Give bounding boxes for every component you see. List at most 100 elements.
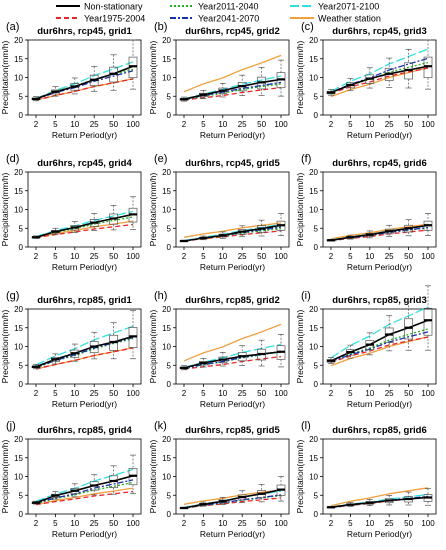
x-tick-label: 100 bbox=[421, 252, 435, 261]
x-tick-label: 25 bbox=[238, 389, 247, 398]
x-axis-label: Return Period(yr) bbox=[52, 262, 117, 272]
series-line-weather-station bbox=[35, 220, 134, 239]
y-axis-label: Precipitation(mm/h) bbox=[295, 172, 305, 246]
series-line-weather-station bbox=[330, 223, 429, 240]
y-tick-label: 5 bbox=[19, 491, 24, 500]
x-tick-label: 50 bbox=[257, 120, 266, 129]
x-tick-label: 2 bbox=[182, 120, 187, 129]
y-tick-label: 5 bbox=[314, 224, 319, 233]
x-tick-label: 10 bbox=[70, 120, 79, 129]
x-tick-label: 10 bbox=[218, 389, 227, 398]
panel-letter: (g) bbox=[6, 290, 19, 302]
y-tick-label: 15 bbox=[309, 324, 318, 333]
x-tick-label: 100 bbox=[274, 252, 288, 261]
x-tick-label: 100 bbox=[126, 120, 140, 129]
x-tick-label: 25 bbox=[90, 120, 99, 129]
series-line-year2011-2040 bbox=[35, 337, 134, 369]
y-tick-label: 0 bbox=[167, 243, 172, 252]
x-axis-label: Return Period(yr) bbox=[347, 130, 412, 140]
panel-title: dur6hrs, rcp45, grid3 bbox=[332, 26, 427, 37]
panel-letter: (i) bbox=[301, 290, 311, 302]
x-tick-label: 10 bbox=[365, 389, 374, 398]
box-body bbox=[423, 56, 433, 79]
legend-entry: Non-stationary bbox=[56, 2, 143, 12]
x-axis-label: Return Period(yr) bbox=[52, 130, 117, 140]
y-axis-label: Precipitation(mm/h) bbox=[148, 40, 158, 114]
legend-entry: Year2041-2070 bbox=[170, 14, 259, 24]
panel-title: dur6hrs, rcp85, grid3 bbox=[332, 295, 427, 306]
y-tick-label: 20 bbox=[309, 36, 318, 45]
x-tick-label: 5 bbox=[201, 120, 206, 129]
x-tick-label: 25 bbox=[238, 120, 247, 129]
y-tick-label: 0 bbox=[314, 243, 319, 252]
x-tick-label: 2 bbox=[34, 120, 39, 129]
y-tick-label: 15 bbox=[14, 187, 23, 196]
series-line-year1975-2004 bbox=[183, 355, 282, 370]
y-axis-label: Precipitation(mm/h) bbox=[295, 309, 305, 383]
y-tick-label: 20 bbox=[14, 168, 23, 177]
panel-title: dur6hrs, rcp45, grid5 bbox=[185, 158, 280, 169]
x-tick-label: 25 bbox=[385, 389, 394, 398]
panel-letter: (a) bbox=[6, 21, 19, 33]
y-axis-label: Precipitation(mm/h) bbox=[0, 172, 10, 246]
x-tick-label: 100 bbox=[126, 389, 140, 398]
series-line-weather-station bbox=[35, 487, 134, 506]
x-tick-label: 2 bbox=[182, 389, 187, 398]
y-tick-label: 10 bbox=[162, 343, 171, 352]
box-body bbox=[128, 56, 138, 79]
panel-title: dur6hrs, rcp85, grid6 bbox=[332, 425, 427, 436]
x-tick-label: 2 bbox=[34, 389, 39, 398]
y-axis-label: Precipitation(mm/h) bbox=[148, 172, 158, 246]
panel-letter: (k) bbox=[154, 420, 167, 432]
y-tick-label: 0 bbox=[167, 380, 172, 389]
y-tick-label: 0 bbox=[167, 111, 172, 120]
x-tick-label: 25 bbox=[90, 519, 99, 528]
x-tick-label: 50 bbox=[257, 389, 266, 398]
x-axis-label: Return Period(yr) bbox=[200, 262, 265, 272]
y-axis-label: Precipitation(mm/h) bbox=[0, 439, 10, 513]
y-tick-label: 15 bbox=[162, 324, 171, 333]
panel-title: dur6hrs, rcp85, grid1 bbox=[37, 295, 132, 306]
y-tick-label: 10 bbox=[14, 74, 23, 83]
panel-title: dur6hrs, rcp45, grid2 bbox=[185, 26, 280, 37]
x-axis-label: Return Period(yr) bbox=[347, 399, 412, 409]
x-tick-label: 50 bbox=[404, 519, 413, 528]
y-tick-label: 5 bbox=[314, 361, 319, 370]
y-tick-label: 20 bbox=[309, 435, 318, 444]
panel-letter: (j) bbox=[6, 420, 16, 432]
x-tick-label: 50 bbox=[404, 389, 413, 398]
x-tick-label: 2 bbox=[34, 519, 39, 528]
panel-title: dur6hrs, rcp85, grid4 bbox=[37, 425, 132, 436]
y-tick-label: 10 bbox=[14, 343, 23, 352]
series-line-year2071-2100 bbox=[330, 306, 429, 359]
legend: Non-stationary Year1975-2004 Year2011-2040… bbox=[56, 2, 381, 24]
x-tick-label: 5 bbox=[348, 389, 353, 398]
x-tick-label: 5 bbox=[53, 252, 58, 261]
y-tick-label: 15 bbox=[14, 55, 23, 64]
y-tick-label: 0 bbox=[19, 243, 24, 252]
panel-letter: (c) bbox=[301, 21, 314, 33]
panel-title: dur6hrs, rcp45, grid6 bbox=[332, 158, 427, 169]
panel-letter: (f) bbox=[301, 153, 311, 165]
series-line-weather-station bbox=[183, 323, 282, 362]
x-tick-label: 100 bbox=[421, 120, 435, 129]
x-axis-label: Return Period(yr) bbox=[347, 529, 412, 539]
y-tick-label: 5 bbox=[314, 491, 319, 500]
series-line-weather-station bbox=[183, 222, 282, 238]
series-line-non-stationary bbox=[35, 65, 134, 100]
series-line-year2041-2070 bbox=[35, 479, 134, 504]
x-tick-label: 5 bbox=[348, 252, 353, 261]
legend-label: Non-stationary bbox=[84, 2, 143, 12]
box-body bbox=[128, 327, 138, 348]
y-tick-label: 10 bbox=[309, 473, 318, 482]
plot-frame bbox=[27, 39, 142, 116]
x-tick-label: 50 bbox=[404, 252, 413, 261]
series-line-weather-station bbox=[183, 54, 282, 93]
